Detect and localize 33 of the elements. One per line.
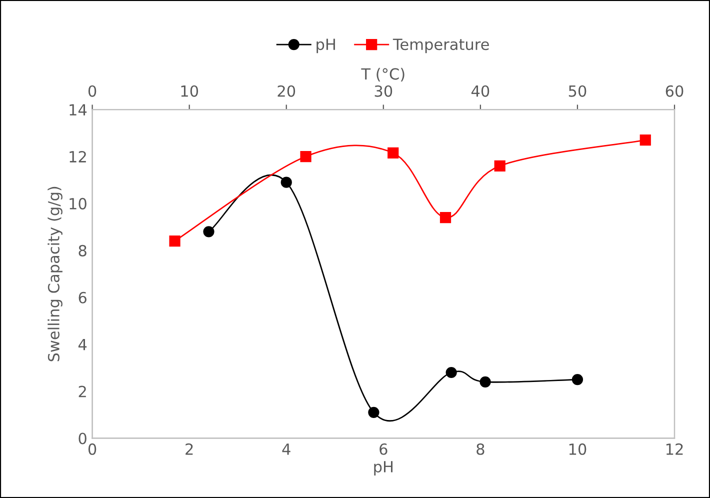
x-tick-label: 4 (282, 444, 290, 455)
x-axis-title: pH (374, 461, 392, 476)
point (572, 374, 584, 386)
x2-tick-label: 20 (278, 85, 296, 97)
y-tick-label: 14 (70, 104, 87, 116)
y-tick-label: 10 (70, 198, 86, 210)
x-tick-label: 6 (380, 443, 388, 455)
x-tick-label: 2 (186, 443, 193, 455)
point (203, 226, 214, 238)
x2-tick-label: 0 (88, 85, 96, 97)
y-tick-label: 6 (78, 292, 86, 304)
y-axis-title: Swelling Capacity (g/g) (48, 186, 62, 362)
y-tick-label: 2 (78, 386, 86, 398)
x-tick-label: 8 (476, 443, 484, 455)
point (446, 366, 457, 378)
point (368, 406, 380, 418)
x2-axis-title: T (°C) (361, 68, 404, 82)
y-tick-label: 8 (78, 244, 86, 256)
x2-tick-label: 40 (471, 85, 490, 97)
y-tick-label: 12 (70, 150, 86, 162)
x2-tick-label: 30 (374, 85, 392, 97)
point (480, 376, 491, 388)
legend-label: Temperature (392, 38, 489, 54)
y-tick-label: 4 (78, 338, 87, 350)
legend-label: pH (316, 38, 335, 54)
x2-tick-label: 10 (181, 85, 198, 97)
x-tick-label: 0 (88, 443, 96, 455)
x-tick-label: 10 (569, 443, 586, 455)
x-tick-label: 12 (666, 443, 683, 455)
x2-tick-label: 50 (568, 85, 586, 97)
y-tick-label: 0 (78, 432, 86, 444)
x2-tick-label: 60 (666, 85, 684, 97)
point (280, 176, 292, 188)
